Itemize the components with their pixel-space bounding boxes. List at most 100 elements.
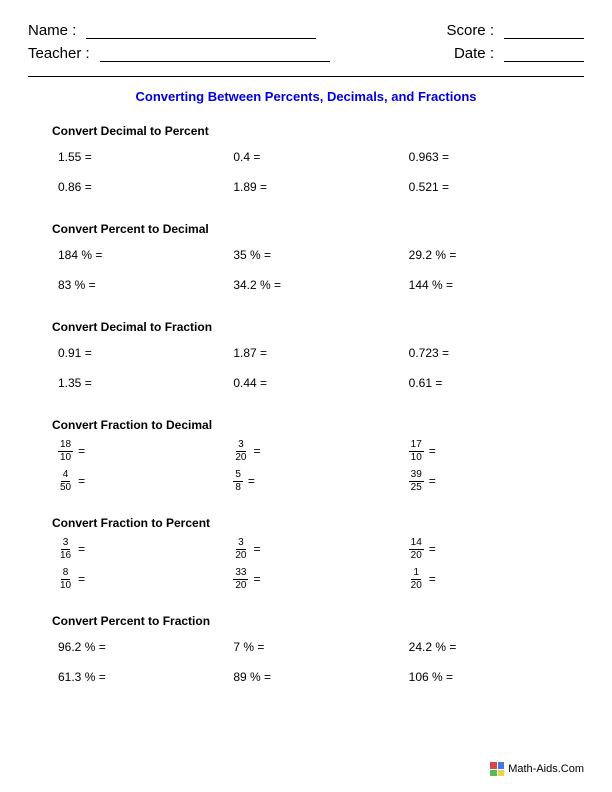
problem-value: 61.3 % = xyxy=(58,670,106,684)
problem: 0.44 = xyxy=(233,372,408,394)
divider xyxy=(28,76,584,77)
problem: 0.91 = xyxy=(58,342,233,364)
problem-value: 1.87 = xyxy=(233,346,267,360)
problem: 106 % = xyxy=(409,666,584,688)
problem-grid: 1810 =320 =1710 =450 =58 =3925 = xyxy=(52,440,584,492)
score-field: Score : xyxy=(446,22,584,39)
numerator: 17 xyxy=(409,440,424,452)
problem-value: 0.723 = xyxy=(409,346,449,360)
problem-value: 35 % = xyxy=(233,248,271,262)
footer-text: Math-Aids.Com xyxy=(508,763,584,775)
equals-sign: = xyxy=(253,444,260,458)
problem-grid: 1.55 = 0.4 = 0.963 = 0.86 =1.89 = 0.521 = xyxy=(52,146,584,198)
numerator: 3 xyxy=(236,440,246,452)
denominator: 10 xyxy=(58,452,73,463)
problem: 320 = xyxy=(233,440,408,462)
teacher-field: Teacher : xyxy=(28,45,330,62)
equals-sign: = xyxy=(429,444,436,458)
fraction: 3320 xyxy=(233,568,248,591)
fraction: 58 xyxy=(233,470,243,493)
problem: 1810 = xyxy=(58,440,233,462)
problem-value: 0.91 = xyxy=(58,346,92,360)
problem-value: 0.44 = xyxy=(233,376,267,390)
section: Convert Percent to Decimal184 % =35 % =2… xyxy=(28,222,584,296)
numerator: 18 xyxy=(58,440,73,452)
problem-value: 29.2 % = xyxy=(409,248,457,262)
name-blank-line[interactable] xyxy=(86,23,316,39)
problem: 7 % = xyxy=(233,636,408,658)
equals-sign: = xyxy=(248,474,255,488)
problem-value: 7 % = xyxy=(233,640,264,654)
date-blank-line[interactable] xyxy=(504,46,584,62)
problem: 58 = xyxy=(233,470,408,492)
problem: 0.4 = xyxy=(233,146,408,168)
problem: 29.2 % = xyxy=(409,244,584,266)
date-field: Date : xyxy=(454,45,584,62)
denominator: 10 xyxy=(58,580,73,591)
section: Convert Decimal to Percent 1.55 = 0.4 = 0.9… xyxy=(28,124,584,198)
problem: 1.55 = xyxy=(58,146,233,168)
numerator: 4 xyxy=(61,470,71,482)
problem: 96.2 % = xyxy=(58,636,233,658)
section: Convert Fraction to Decimal1810 =320 =17… xyxy=(28,418,584,492)
date-label: Date : xyxy=(454,45,494,62)
problem: 120 = xyxy=(409,568,584,590)
teacher-label: Teacher : xyxy=(28,45,90,62)
problem-value: 96.2 % = xyxy=(58,640,106,654)
fraction: 1810 xyxy=(58,440,73,463)
teacher-blank-line[interactable] xyxy=(100,46,330,62)
problem: 0.963 = xyxy=(409,146,584,168)
equals-sign: = xyxy=(429,572,436,586)
problem: 3320 = xyxy=(233,568,408,590)
problem-value: 89 % = xyxy=(233,670,271,684)
problem: 83 % = xyxy=(58,274,233,296)
fraction: 810 xyxy=(58,568,73,591)
section-title: Convert Decimal to Percent xyxy=(52,124,584,138)
numerator: 1 xyxy=(411,568,421,580)
problem-grid: 96.2 % = 7 % = 24.2 % = 61.3 % = 89 % = 106 %… xyxy=(52,636,584,688)
fraction: 120 xyxy=(409,568,424,591)
score-label: Score : xyxy=(446,22,494,39)
problem-value: 144 % = xyxy=(409,278,453,292)
fraction: 450 xyxy=(58,470,73,493)
numerator: 8 xyxy=(61,568,71,580)
problem-value: 83 % = xyxy=(58,278,96,292)
problem: 3925 = xyxy=(409,470,584,492)
problem-grid: 316 =320 =1420 =810 =3320 =120 = xyxy=(52,538,584,590)
problem: 1.89 = xyxy=(233,176,408,198)
problem: 450 = xyxy=(58,470,233,492)
numerator: 5 xyxy=(233,470,243,482)
problem-value: 1.89 = xyxy=(233,180,267,194)
problem: 144 % = xyxy=(409,274,584,296)
section-title: Convert Fraction to Decimal xyxy=(52,418,584,432)
fraction: 1420 xyxy=(409,538,424,561)
problem: 24.2 % = xyxy=(409,636,584,658)
problem: 0.723 = xyxy=(409,342,584,364)
problem: 1.87 = xyxy=(233,342,408,364)
numerator: 33 xyxy=(233,568,248,580)
problem-value: 1.55 = xyxy=(58,150,92,164)
problem-value: 1.35 = xyxy=(58,376,92,390)
problem: 184 % = xyxy=(58,244,233,266)
fraction: 320 xyxy=(233,440,248,463)
equals-sign: = xyxy=(429,474,436,488)
denominator: 10 xyxy=(409,452,424,463)
denominator: 20 xyxy=(409,580,424,591)
problem: 0.86 = xyxy=(58,176,233,198)
section: Convert Decimal to Fraction0.91 =1.87 =0… xyxy=(28,320,584,394)
problem: 89 % = xyxy=(233,666,408,688)
worksheet-title: Converting Between Percents, Decimals, a… xyxy=(28,89,584,104)
problem-value: 34.2 % = xyxy=(233,278,281,292)
sections-container: Convert Decimal to Percent 1.55 = 0.4 = 0.9… xyxy=(28,124,584,688)
problem-value: 0.521 = xyxy=(409,180,449,194)
problem: 35 % = xyxy=(233,244,408,266)
equals-sign: = xyxy=(78,542,85,556)
numerator: 3 xyxy=(61,538,71,550)
footer-icon xyxy=(490,762,504,776)
problem: 0.61 = xyxy=(409,372,584,394)
problem: 1420 = xyxy=(409,538,584,560)
section-title: Convert Percent to Fraction xyxy=(52,614,584,628)
problem-grid: 184 % =35 % = 29.2 % = 83 % = 34.2 % = 144 %… xyxy=(52,244,584,296)
problem-value: 0.4 = xyxy=(233,150,260,164)
score-blank-line[interactable] xyxy=(504,23,584,39)
